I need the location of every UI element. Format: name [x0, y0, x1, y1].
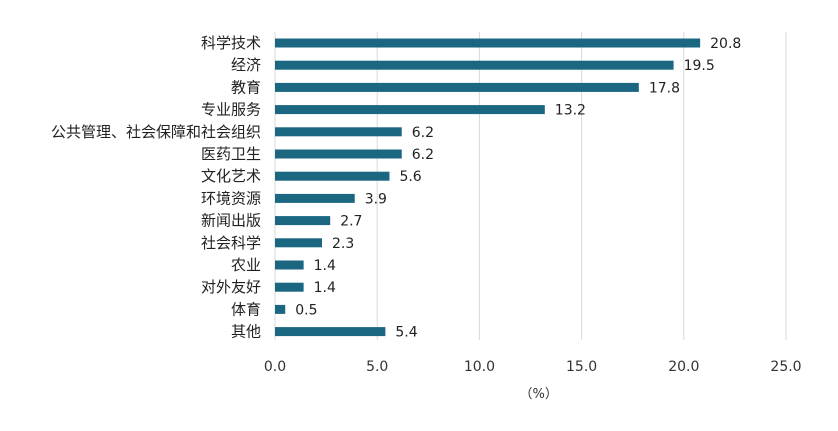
bar: [275, 193, 355, 203]
category-label: 文化艺术: [201, 167, 261, 185]
bars: [275, 38, 701, 337]
value-label: 5.6: [399, 169, 421, 185]
bar: [275, 105, 545, 115]
category-label: 对外友好: [201, 278, 261, 296]
category-label: 其他: [231, 323, 261, 341]
value-label: 3.9: [365, 191, 387, 207]
value-label: 1.4: [314, 258, 336, 274]
x-tick-label: 5.0: [366, 359, 388, 375]
category-label: 经济: [231, 56, 261, 74]
x-tick-labels: 0.0 5.0 10.0 15.0 20.0 25.0: [264, 359, 802, 375]
grid-lines: [274, 32, 787, 340]
bar: [275, 127, 402, 137]
bar: [275, 60, 674, 70]
x-tick-label: 10.0: [464, 359, 495, 375]
value-label: 2.3: [332, 236, 354, 252]
value-label: 17.8: [649, 80, 680, 96]
value-label: 20.8: [710, 36, 741, 52]
bar: [275, 216, 331, 226]
value-label: 2.7: [340, 214, 362, 230]
value-label: 6.2: [412, 147, 434, 163]
category-label: 专业服务: [201, 101, 261, 119]
bar: [275, 171, 390, 181]
value-label: 19.5: [684, 58, 715, 74]
bar: [275, 149, 402, 159]
bar: [275, 304, 286, 314]
value-labels: 20.8 19.517.8 13.2 6.2 6.2 5.6 3.92.7 2.3 1.4 1.4…: [295, 36, 741, 341]
category-label: 教育: [231, 78, 261, 96]
category-label: 科学技术: [201, 34, 261, 52]
bar: [275, 38, 701, 48]
category-label: 医药卫生: [201, 145, 261, 163]
category-label: 体育: [231, 300, 261, 318]
category-label: 农业: [231, 256, 261, 274]
category-label: 社会科学: [201, 234, 261, 252]
x-tick-label: 0.0: [264, 359, 286, 375]
bar: [275, 238, 323, 248]
value-label: 13.2: [555, 103, 586, 119]
value-label: 6.2: [412, 125, 434, 141]
x-tick-label: 20.0: [668, 359, 699, 375]
value-label: 5.4: [395, 325, 417, 341]
bar: [275, 260, 304, 270]
value-label: 0.5: [295, 302, 317, 318]
x-tick-label: 15.0: [566, 359, 597, 375]
x-axis-unit-label: （%）: [519, 387, 557, 402]
category-label: 公共管理、社会保障和社会组织: [51, 123, 261, 141]
category-label: 新闻出版: [201, 212, 261, 230]
value-label: 1.4: [314, 280, 336, 296]
category-label: 环境资源: [201, 189, 261, 207]
category-labels: 科学技术经济教育专业服务公共管理、社会保障和社会组织医药卫生文化艺术环境资源新闻…: [51, 34, 261, 341]
x-tick-label: 25.0: [770, 359, 801, 375]
bar: [275, 282, 304, 292]
bar: [275, 82, 639, 92]
bar: [275, 327, 386, 337]
